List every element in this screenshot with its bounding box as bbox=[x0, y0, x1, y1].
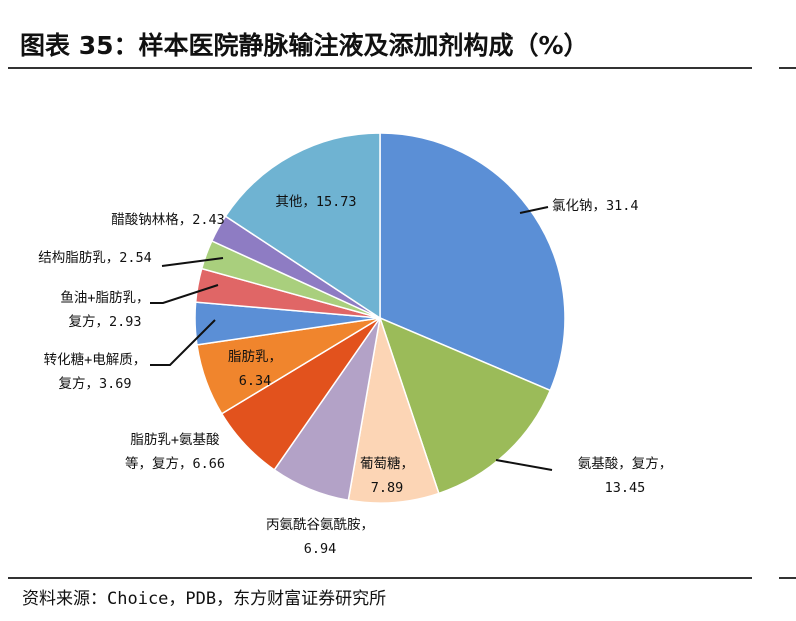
slice-label-8: 结构脂肪乳，2.54 bbox=[38, 250, 152, 266]
slice-label-5-line-0: 脂肪乳， bbox=[228, 349, 282, 365]
slice-label-8-line-0: 结构脂肪乳，2.54 bbox=[38, 250, 152, 266]
slice-label-3-line-1: 6.94 bbox=[304, 541, 337, 557]
leader-line-7 bbox=[150, 284, 219, 304]
slice-label-0: 氯化钠，31.4 bbox=[552, 198, 639, 214]
leader-lines bbox=[150, 206, 553, 471]
slice-label-2-line-1: 7.89 bbox=[371, 480, 404, 496]
slice-label-5: 脂肪乳， 6.34 bbox=[228, 349, 282, 389]
leader-line-8 bbox=[161, 257, 224, 267]
slice-label-3-line-0: 丙氨酰谷氨酰胺， bbox=[266, 517, 374, 533]
source-note: 资料来源：Choice，PDB，东方财富证券研究所 bbox=[22, 589, 387, 609]
slice-label-9-line-0: 醋酸钠林格，2.43 bbox=[111, 212, 225, 228]
slice-label-7-line-1: 复方，2.93 bbox=[68, 313, 141, 330]
slice-label-4: 脂肪乳+氨基酸等，复方，6.66 bbox=[125, 431, 225, 472]
slice-label-4-line-0: 脂肪乳+氨基酸 bbox=[130, 431, 220, 448]
slice-label-1-line-1: 13.45 bbox=[605, 480, 646, 496]
slice-label-2-line-0: 葡萄糖， bbox=[360, 456, 414, 472]
slice-label-5-line-1: 6.34 bbox=[239, 373, 272, 389]
bottom-rule-right bbox=[779, 577, 796, 579]
slice-label-6-line-1: 复方，3.69 bbox=[58, 375, 131, 392]
slice-label-4-line-1: 等，复方，6.66 bbox=[125, 455, 225, 472]
slice-label-2: 葡萄糖， 7.89 bbox=[360, 456, 414, 496]
pie-slice-10 bbox=[224, 132, 381, 320]
slice-label-0-line-0: 氯化钠，31.4 bbox=[552, 198, 639, 214]
slice-label-1-line-0: 氨基酸，复方， bbox=[578, 455, 673, 472]
pie-slice-2 bbox=[347, 317, 440, 504]
pie-slice-0 bbox=[379, 132, 566, 392]
top-rule-right bbox=[779, 67, 796, 69]
leader-line-1 bbox=[495, 459, 553, 471]
slice-label-10: 其他，15.73 bbox=[275, 194, 356, 210]
bottom-rule bbox=[8, 577, 752, 579]
figure-title: 图表 35：样本医院静脉输注液及添加剂构成（%） bbox=[20, 31, 589, 60]
pie-slice-1 bbox=[378, 316, 552, 495]
leader-line-0 bbox=[519, 206, 549, 214]
slice-label-7: 鱼油+脂肪乳， 复方，2.93 bbox=[60, 289, 149, 330]
slice-label-6-line-0: 转化糖+电解质， bbox=[44, 352, 147, 368]
slice-label-7-line-0: 鱼油+脂肪乳， bbox=[60, 289, 149, 306]
slice-labels: 氯化钠，31.4 氨基酸，复方， 13.45 葡萄糖， 7.89 丙氨酰谷氨酰胺， 6.94… bbox=[38, 194, 672, 557]
slice-label-10-line-0: 其他，15.73 bbox=[275, 194, 356, 210]
slice-label-6: 转化糖+电解质， 复方，3.69 bbox=[44, 352, 147, 392]
leader-line-6 bbox=[150, 319, 216, 366]
top-rule bbox=[8, 67, 752, 69]
slice-label-3: 丙氨酰谷氨酰胺， 6.94 bbox=[266, 517, 374, 557]
pie-slices bbox=[194, 132, 566, 504]
slice-label-9: 醋酸钠林格，2.43 bbox=[111, 212, 225, 228]
slice-label-1: 氨基酸，复方， 13.45 bbox=[578, 455, 673, 496]
